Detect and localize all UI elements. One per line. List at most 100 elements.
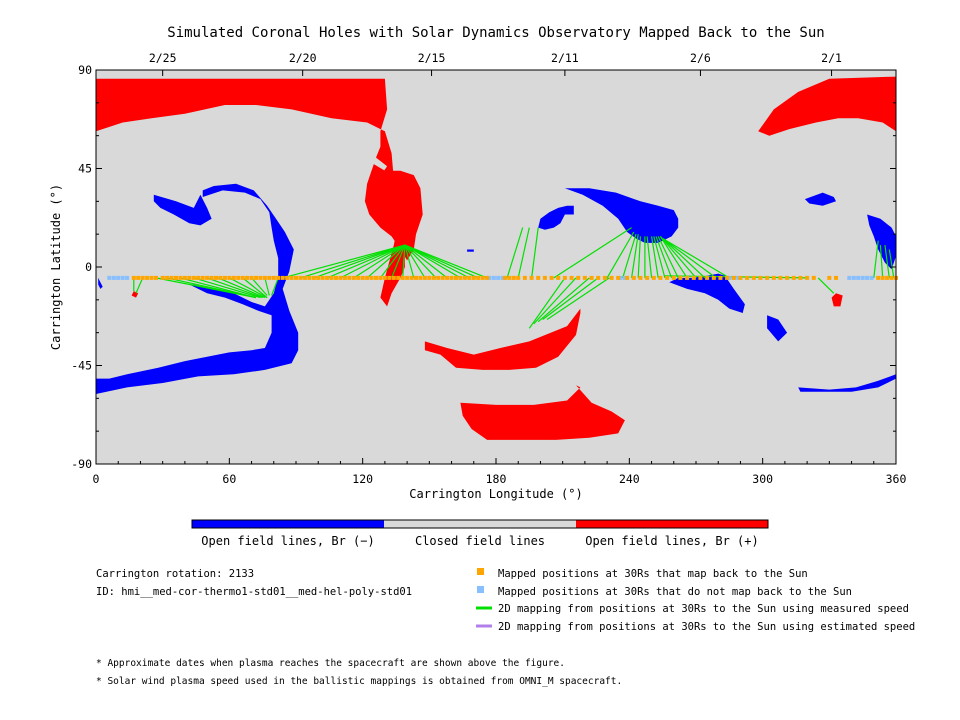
mapped-point-115 [731, 275, 736, 280]
unmapped-point-6 [491, 275, 496, 280]
mapped-point-98 [616, 275, 621, 280]
mapped-point-81 [507, 275, 512, 280]
measured-mapping-line-53 [662, 238, 717, 279]
mapped-point-10 [178, 275, 183, 280]
unmapped-point-2 [116, 275, 121, 280]
mapped-point-80 [502, 275, 507, 280]
mapped-point-56 [382, 275, 387, 280]
mapped-point-35 [289, 275, 294, 280]
chart-title: Simulated Coronal Holes with Solar Dynam… [167, 25, 824, 41]
mapped-point-11 [182, 275, 187, 280]
mapped-point-73 [458, 275, 463, 280]
measured-mapping-line-38 [546, 277, 610, 320]
unmapped-point-14 [847, 275, 852, 280]
mapped-point-31 [271, 275, 276, 280]
unmapped-point-4 [125, 275, 130, 280]
mapped-point-91 [569, 275, 574, 280]
carrington-rotation: Carrington rotation: 2133 [96, 568, 254, 580]
mapped-point-86 [536, 275, 541, 280]
coronal-hole-negative-9 [538, 205, 574, 230]
mapped-point-34 [285, 275, 290, 280]
mapped-point-27 [254, 275, 258, 280]
mapped-point-92 [576, 275, 581, 280]
measured-mapping-line-27 [404, 244, 461, 279]
colorbar-label-negative: Open field lines, Br (−) [201, 534, 374, 548]
mapped-point-40 [311, 275, 316, 280]
colorbar-label-positive: Open field lines, Br (+) [585, 534, 758, 548]
mapped-point-63 [414, 275, 418, 280]
plot-area [95, 69, 898, 465]
mapped-point-114 [725, 275, 730, 280]
mapped-point-72 [454, 275, 458, 280]
unmapped-point-3 [120, 275, 125, 280]
legend-marker-unmapped [477, 586, 484, 593]
mapped-point-99 [625, 275, 630, 280]
mapped-point-84 [522, 275, 527, 280]
mapped-point-24 [240, 275, 245, 280]
mapped-point-21 [227, 275, 232, 280]
mapped-point-39 [307, 275, 312, 280]
mapped-point-4 [149, 275, 154, 280]
mapped-point-1 [136, 275, 141, 280]
mapped-point-75 [467, 275, 472, 280]
footnote-speed: * Solar wind plasma speed used in the ba… [96, 676, 622, 687]
x-tick-label-6: 360 [886, 472, 907, 486]
mapped-point-120 [765, 275, 770, 280]
mapped-point-119 [758, 275, 763, 280]
top-date-label-5: 2/1 [821, 51, 842, 65]
mapped-point-67 [431, 275, 436, 280]
measured-mapping-line-21 [391, 244, 406, 279]
mapped-point-103 [651, 275, 656, 280]
mapped-point-42 [320, 275, 325, 280]
y-tick-label-1: 45 [78, 162, 92, 176]
coronal-hole-regions [96, 76, 896, 440]
mapped-point-38 [302, 275, 307, 280]
mapped-point-50 [356, 275, 361, 280]
mapped-point-107 [678, 275, 683, 280]
mapped-point-28 [258, 275, 263, 280]
mapped-point-100 [631, 275, 636, 280]
mapped-point-3 [145, 275, 150, 280]
unmapped-point-19 [869, 275, 874, 280]
mapped-point-53 [369, 275, 374, 280]
mapped-point-95 [596, 275, 601, 280]
mapped-point-20 [222, 275, 227, 280]
y-tick-label-3: -45 [71, 359, 92, 373]
measured-mapping-line-9 [242, 277, 268, 299]
coronal-hole-negative-12 [767, 315, 788, 342]
unmapped-point-8 [500, 275, 505, 280]
coronal-hole-positive-3 [424, 308, 581, 370]
mapped-point-116 [738, 275, 743, 280]
mapped-point-110 [698, 275, 703, 280]
mapped-point-113 [718, 275, 723, 280]
mapped-point-48 [347, 275, 352, 280]
footnote-dates: * Approximate dates when plasma reaches … [96, 658, 565, 669]
y-tick-label-4: -90 [71, 457, 92, 471]
mapped-point-128 [827, 275, 832, 280]
coronal-hole-positive-2 [758, 76, 896, 136]
mapped-point-96 [602, 275, 607, 280]
mapped-point-76 [471, 275, 476, 280]
measured-mapping-line-17 [340, 244, 406, 279]
mapped-point-26 [249, 275, 254, 280]
measured-mapping-line-30 [404, 244, 488, 279]
measured-mapping-line-22 [402, 245, 406, 278]
mapped-point-71 [449, 275, 454, 280]
mapped-point-41 [316, 275, 321, 280]
mapped-point-104 [658, 275, 663, 280]
coronal-hole-positive-5 [831, 293, 843, 307]
mapped-point-118 [751, 275, 756, 280]
measured-mapping-line-20 [379, 244, 406, 279]
mapped-point-51 [360, 275, 365, 280]
coronal-hole-positive-1 [364, 164, 423, 261]
measured-mapping-line-60 [888, 249, 895, 278]
mapped-point-33 [280, 275, 285, 280]
coronal-hole-negative-16 [98, 277, 103, 289]
coronal-hole-positive-4 [460, 385, 625, 440]
mapped-point-64 [418, 275, 423, 280]
measured-mapping-line-56 [817, 277, 835, 294]
plot-background [96, 70, 896, 464]
top-date-label-1: 2/20 [289, 51, 317, 65]
mapped-point-108 [685, 275, 690, 280]
